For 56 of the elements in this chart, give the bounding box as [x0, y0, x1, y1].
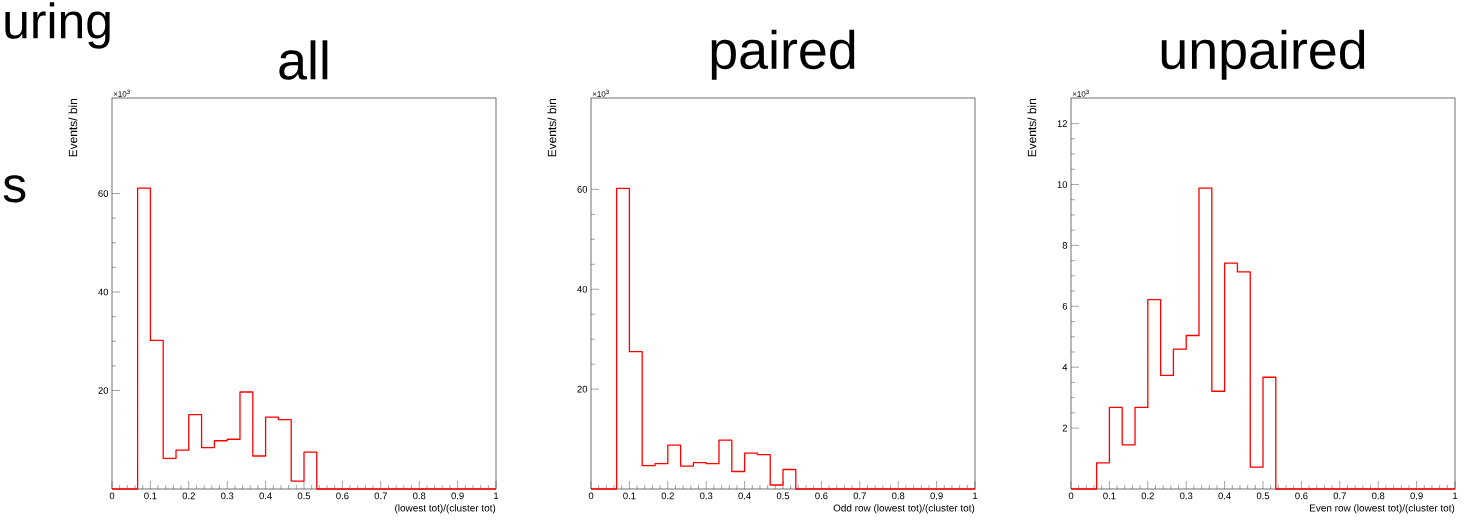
x-tick-label: 0.5	[297, 492, 311, 500]
y-tick-label: 8	[1062, 242, 1068, 249]
x-tick-label: 0.2	[661, 492, 674, 500]
y-tick-label: 6	[1062, 302, 1068, 310]
y-axis-title: Events/ bin	[68, 98, 78, 157]
x-tick-label: 0.7	[1333, 492, 1346, 500]
x-tick-label: 0.8	[1372, 492, 1385, 500]
y-axis-title: Events/ bin	[1027, 98, 1037, 157]
x-tick-label: 0.1	[623, 492, 636, 500]
y-axis-title: Events/ bin	[547, 98, 557, 157]
x-axis-title: Odd row (lowest tot)/(cluster tot)	[833, 504, 975, 514]
y-tick-label: 40	[98, 288, 109, 296]
x-tick-label: 0.9	[1410, 492, 1423, 500]
y-tick-label: 40	[577, 285, 588, 293]
x-tick-label: 0.2	[182, 492, 195, 500]
x-tick-label: 0.3	[1180, 492, 1193, 500]
x-tick-label: 0.7	[853, 492, 866, 500]
chart-title: unpaired	[1161, 29, 1365, 80]
y-tick-label: 10	[1057, 181, 1068, 188]
x-tick-label: 0.5	[1256, 492, 1270, 500]
x-tick-label: 0.9	[930, 492, 943, 500]
y-tick-label: 20	[98, 387, 109, 394]
x-tick-label: 1	[494, 492, 499, 500]
x-tick-label: 0.1	[144, 492, 157, 500]
x-tick-label: 0.1	[1103, 492, 1116, 500]
y-tick-label: 20	[577, 385, 588, 393]
x-tick-label: 0.6	[336, 492, 349, 500]
x-tick-label: 0.8	[892, 492, 905, 500]
x-axis-title: Even row (lowest tot)/(cluster tot)	[1310, 504, 1455, 514]
x-tick-label: 0.4	[738, 492, 751, 500]
chart-title: all	[279, 40, 328, 80]
x-tick-label: 1	[1453, 492, 1458, 500]
x-tick-label: 0.7	[374, 492, 387, 500]
text: s	[3, 175, 26, 203]
x-tick-label: 0.2	[1141, 492, 1154, 500]
x-tick-label: 0	[588, 492, 594, 500]
x-tick-label: 0.3	[221, 492, 234, 500]
x-tick-label: 0	[1068, 492, 1074, 500]
text: uring	[5, 2, 110, 49]
x-tick-label: 1	[973, 492, 978, 500]
x-tick-label: 0	[109, 492, 115, 500]
x-tick-label: 0.4	[1218, 492, 1231, 500]
y-tick-label: 60	[98, 190, 109, 197]
x-tick-label: 0.9	[451, 492, 464, 500]
x-tick-label: 0.3	[700, 492, 713, 500]
y-tick-label: 12	[1057, 120, 1068, 127]
y-tick-label: 4	[1062, 363, 1068, 371]
y-tick-label: 2	[1062, 424, 1068, 432]
y-tick-label: 60	[577, 186, 588, 193]
x-tick-label: 0.5	[776, 492, 790, 500]
x-axis-title: (lowest tot)/(cluster tot)	[395, 504, 496, 514]
x-tick-label: 0.4	[259, 492, 272, 500]
x-tick-label: 0.6	[815, 492, 828, 500]
chart-title: paired	[711, 29, 855, 80]
x-tick-label: 0.6	[1295, 492, 1308, 500]
x-tick-label: 0.8	[413, 492, 426, 500]
